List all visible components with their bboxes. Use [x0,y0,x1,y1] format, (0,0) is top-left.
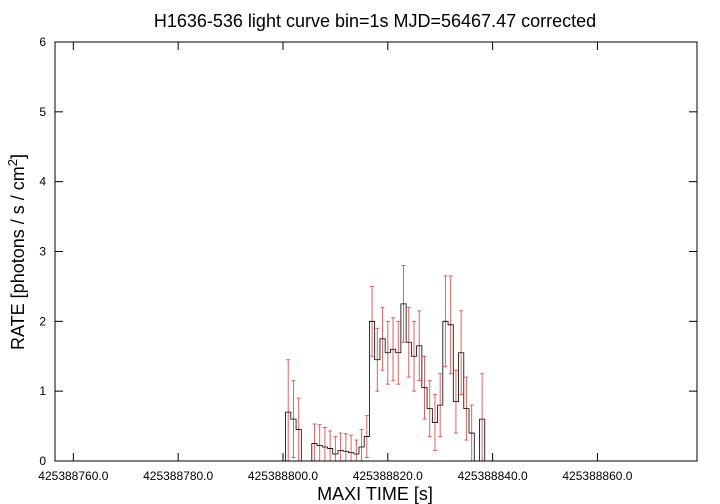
chart-title: H1636-536 light curve bin=1s MJD=56467.4… [154,11,596,31]
x-tick-label: 425388800.0 [248,469,318,483]
x-axis-title: MAXI TIME [s] [317,484,433,504]
x-tick-label: 425388760.0 [38,469,108,483]
error-bar [317,424,322,462]
y-tick-label: 2 [39,314,46,328]
error-bar [354,439,359,462]
y-axis-title-superscript: 2 [5,159,20,166]
y-axis-title: RATE [photons / s / cm2] [5,154,28,350]
x-tick-label: 425388840.0 [458,469,528,483]
error-bar [286,359,291,462]
error-bar [322,426,327,462]
error-bar [359,429,364,462]
error-bar [338,432,343,462]
y-tick-label: 4 [39,175,46,189]
y-tick-label: 6 [39,35,46,49]
x-axis-ticks: 425388760.0 425388780.0 425388800.0 4253888… [38,42,633,483]
x-tick-label: 425388820.0 [353,469,423,483]
y-axis-ticks: 0 1 2 3 4 5 6 [39,35,697,468]
error-bar [349,434,354,462]
error-bar [480,373,485,462]
x-tick-label: 425388860.0 [562,469,632,483]
plot-frame [54,41,698,462]
y-axis-title-close: ] [8,154,28,159]
x-tick-label: 425388780.0 [143,469,213,483]
y-tick-label: 3 [39,245,46,259]
rate-series-line [55,303,684,462]
error-bar [333,436,338,462]
error-bar [343,433,348,462]
y-tick-label: 0 [39,454,46,468]
y-axis-title-main: RATE [photons / s / cm [8,166,28,350]
error-bar [328,430,333,462]
error-bar [312,423,317,462]
y-tick-label: 5 [39,105,46,119]
y-tick-label: 1 [39,384,46,398]
